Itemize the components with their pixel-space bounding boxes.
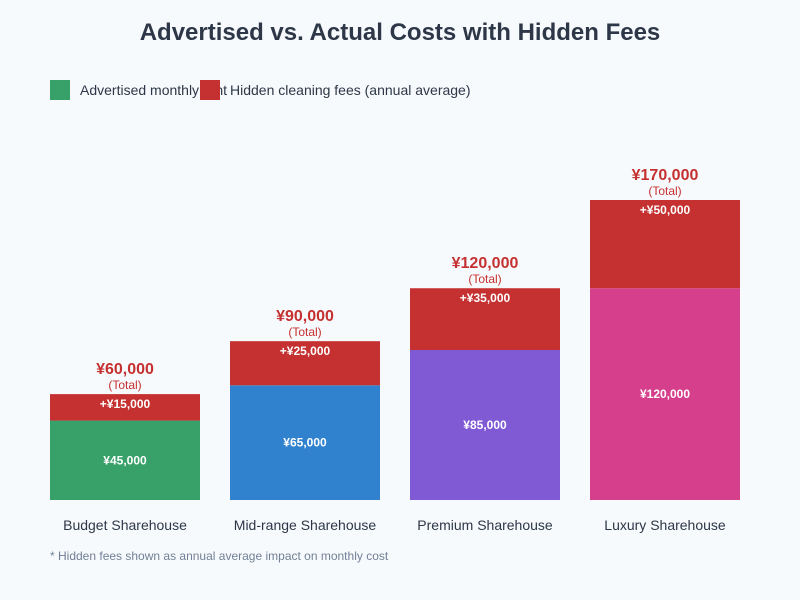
bar-label-hidden-fee: +¥25,000 xyxy=(280,344,331,358)
total-label: ¥120,000 xyxy=(452,255,519,272)
bar-label-hidden-fee: +¥50,000 xyxy=(640,203,691,217)
total-label: ¥90,000 xyxy=(276,308,334,325)
bar-advertised xyxy=(50,420,200,500)
bar-hidden-fee xyxy=(590,200,740,289)
legend-swatch-hidden xyxy=(200,80,220,100)
x-tick-label: Mid-range Sharehouse xyxy=(234,517,377,533)
bar-hidden-fee xyxy=(230,341,380,386)
bar-label-advertised: ¥120,000 xyxy=(640,387,690,401)
total-suffix-label: (Total) xyxy=(468,272,501,286)
bar-advertised xyxy=(230,385,380,500)
bar-label-advertised: ¥85,000 xyxy=(463,418,507,432)
total-suffix-label: (Total) xyxy=(648,184,681,198)
legend-label-hidden: Hidden cleaning fees (annual average) xyxy=(230,82,471,98)
bar-label-advertised: ¥65,000 xyxy=(283,436,327,450)
chart-title: Advertised vs. Actual Costs with Hidden … xyxy=(140,19,661,46)
legend-swatch-advertised xyxy=(50,80,70,100)
bar-hidden-fee xyxy=(410,288,560,350)
legend-label-advertised: Advertised monthly rent xyxy=(80,82,227,98)
total-suffix-label: (Total) xyxy=(108,378,141,392)
bar-hidden-fee xyxy=(50,394,200,421)
x-tick-label: Luxury Sharehouse xyxy=(604,517,726,533)
footnote: * Hidden fees shown as annual average im… xyxy=(50,549,389,563)
total-suffix-label: (Total) xyxy=(288,325,321,339)
bar-advertised xyxy=(410,350,560,500)
bar-label-hidden-fee: +¥15,000 xyxy=(100,397,151,411)
total-label: ¥170,000 xyxy=(632,167,699,184)
total-label: ¥60,000 xyxy=(96,361,154,378)
bars: ¥45,000+¥15,000¥60,000(Total)Budget Shar… xyxy=(50,167,740,533)
legend: Advertised monthly rent Hidden cleaning … xyxy=(50,80,471,100)
bar-advertised xyxy=(590,288,740,500)
bar-label-hidden-fee: +¥35,000 xyxy=(460,291,511,305)
x-tick-label: Premium Sharehouse xyxy=(417,517,553,533)
bar-label-advertised: ¥45,000 xyxy=(103,453,147,467)
x-tick-label: Budget Sharehouse xyxy=(63,517,187,533)
